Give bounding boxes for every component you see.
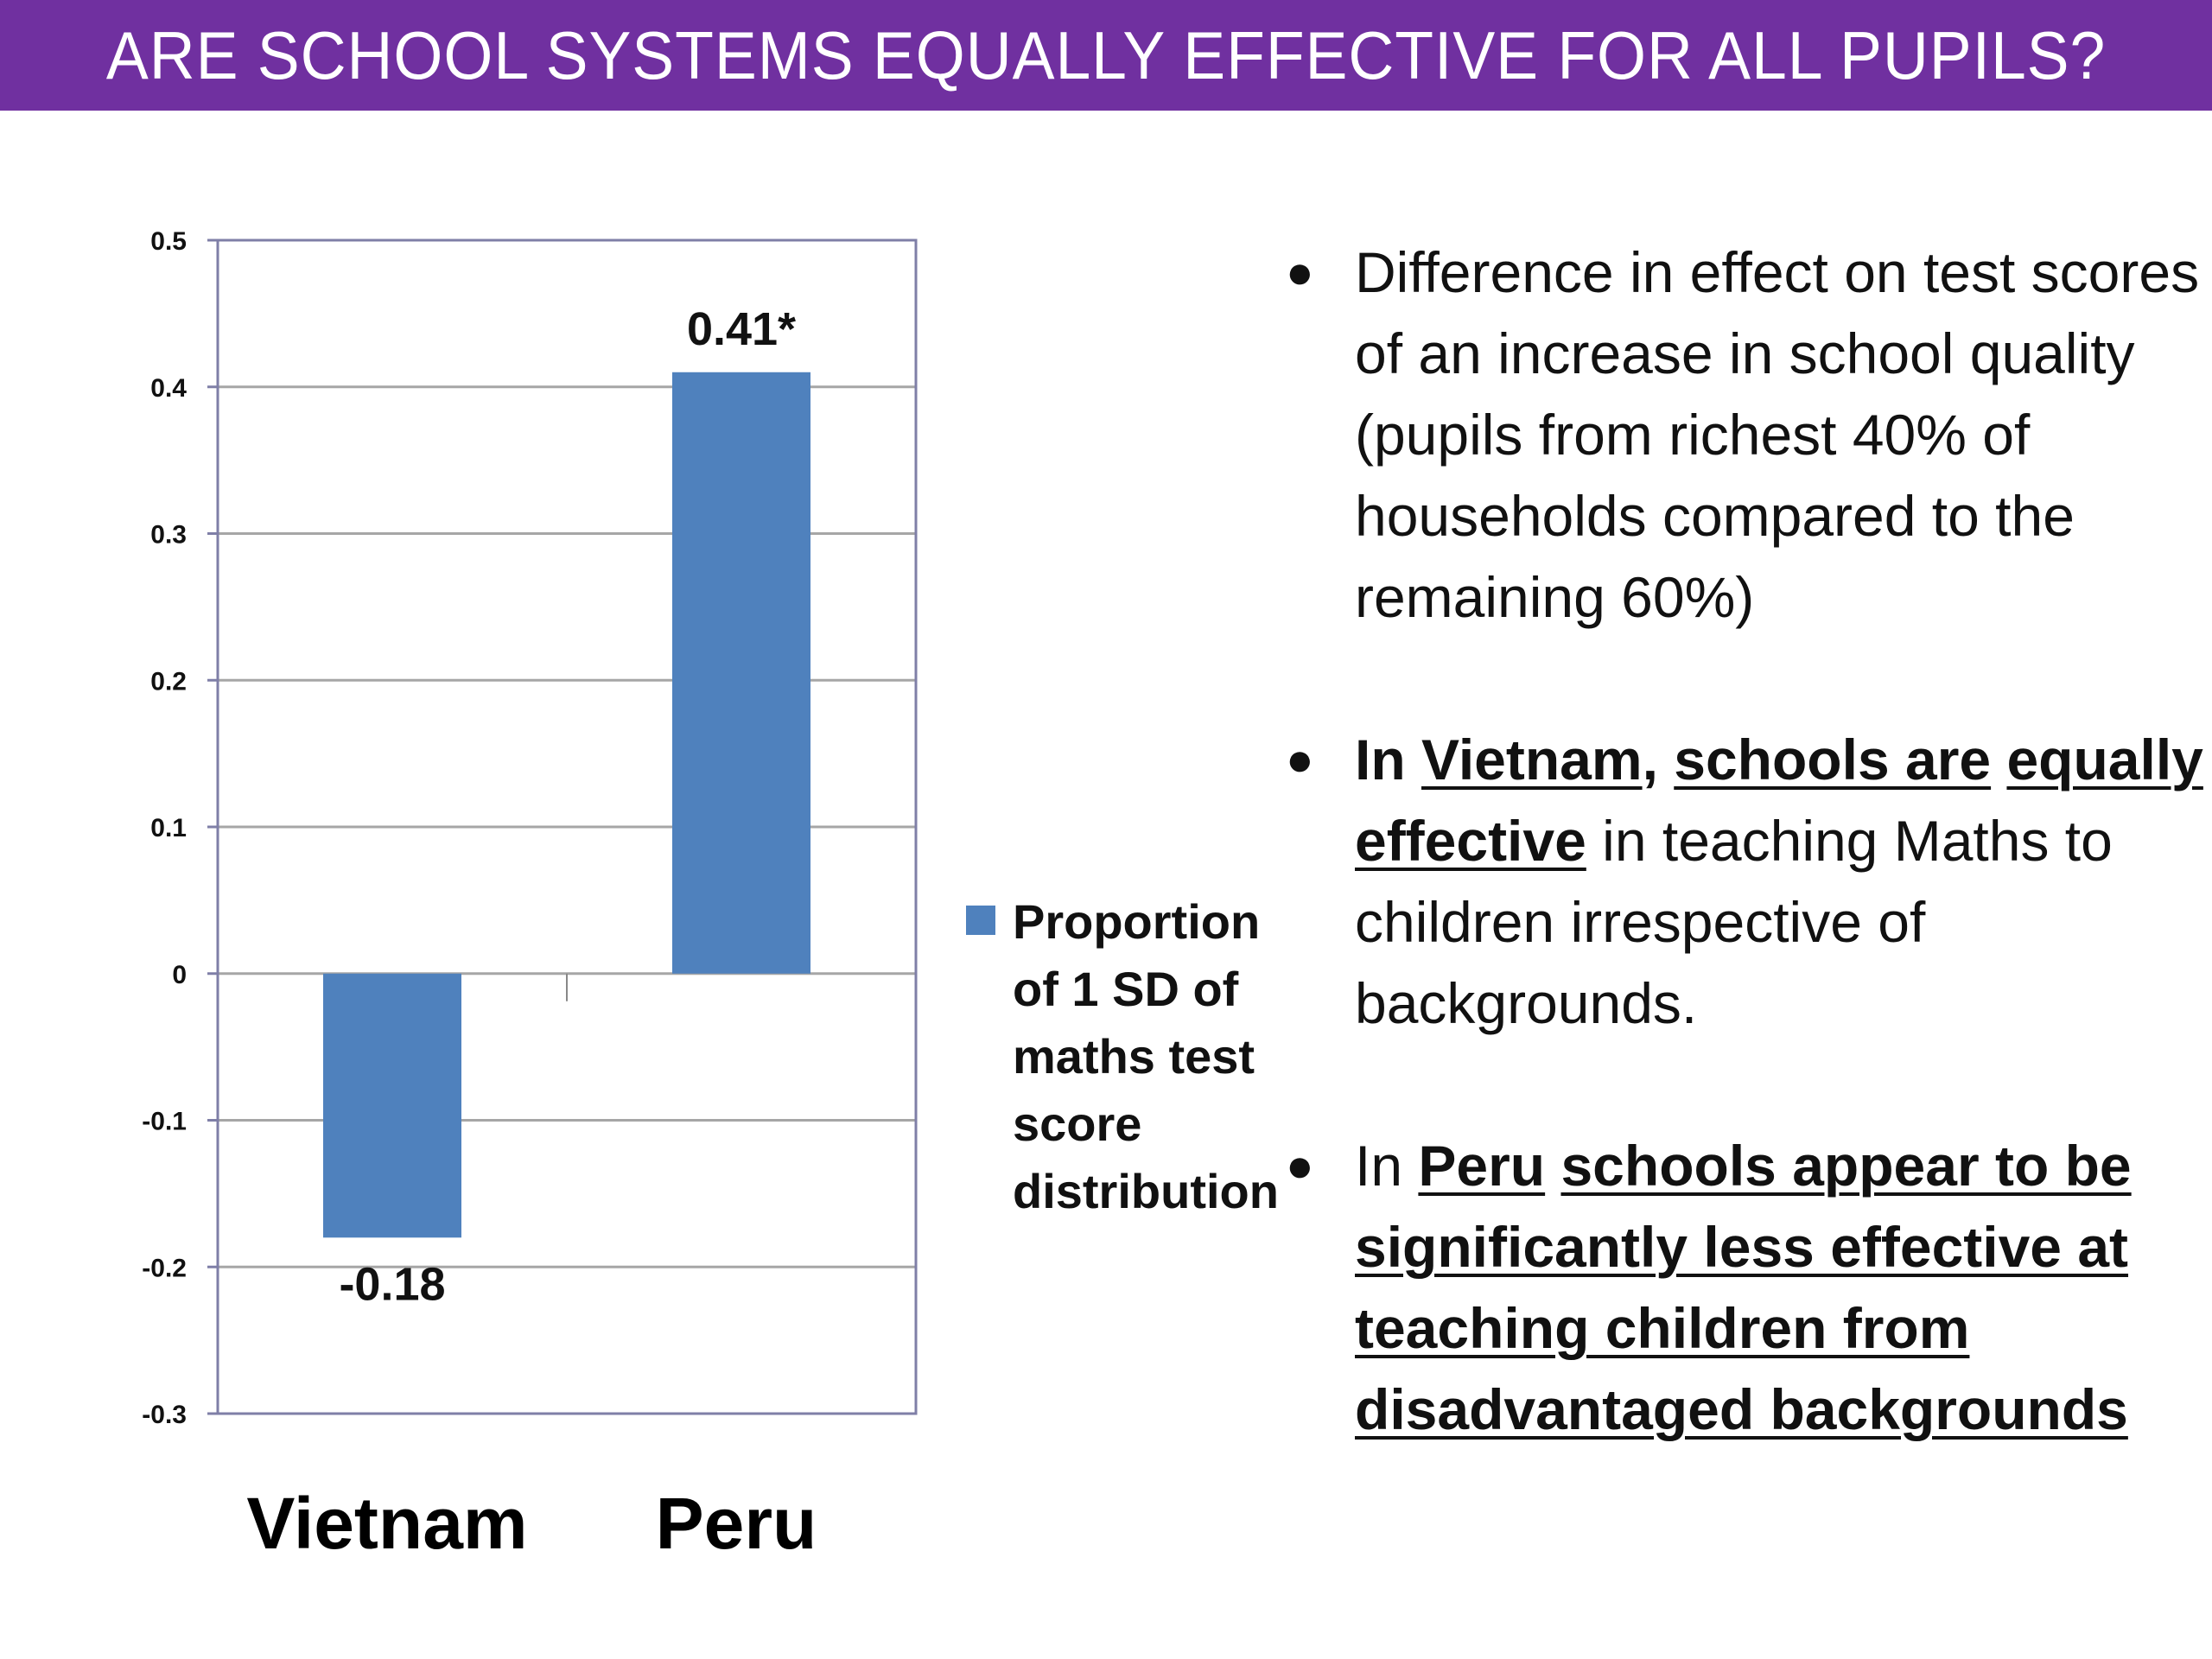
bullet-text-vietnam: Vietnam [1421,728,1643,791]
bullet-item-3: ● In Peru schools appear to be significa… [1270,1125,2203,1450]
data-label: -0.18 [339,1258,445,1310]
x-category-label: Peru [656,1483,817,1564]
bullet-text-equally-effective: equally effective [1355,728,2203,873]
bar-chart: 0.5 0.4 0.3 0.2 0.1 0 -0.1 -0.2 -0.3 -0.18 Vietnam… [142,227,918,1564]
y-tick-label: 0.5 [150,227,187,256]
title-bar: ARE SCHOOL SYSTEMS EQUALLY EFFECTIVE FOR… [0,0,2212,111]
bullet-text-comma: , [1642,728,1658,791]
bullet-item-1: ● Difference in effect on test scores of… [1270,232,2203,638]
y-tick-label: -0.1 [142,1108,187,1136]
x-category-label: Vietnam [246,1483,527,1564]
bullet-dot-icon: ● [1286,734,1314,785]
bullet-text-rest: schools appear to be significantly less … [1355,1134,2132,1441]
data-label: 0.41* [687,303,796,355]
y-tick-label: -0.2 [142,1254,187,1282]
bullet-text-in: In [1355,1134,1403,1198]
bullet-text-schools-are: schools are [1674,728,1992,791]
y-tick-label: 0.4 [150,374,187,403]
y-tick-label: 0.1 [150,814,187,842]
y-tick-label: 0.2 [150,667,187,696]
legend-label-line: of 1 SD of [1013,962,1239,1016]
bar-vietnam [323,973,461,1238]
y-tick-label: -0.3 [142,1401,187,1429]
bullet-list: ● Difference in effect on test scores of… [1270,232,2203,1450]
legend-label-line: distribution [1013,1164,1279,1218]
legend-label-line: maths test [1013,1029,1255,1084]
y-tick-label: 0 [172,961,187,989]
legend-label-line: score [1013,1096,1142,1151]
bar-peru [672,372,810,974]
bullet-dot-icon: ● [1286,246,1314,298]
bullet-text: Difference in effect on test scores of a… [1355,240,2200,629]
bullet-text-in: In [1355,728,1406,791]
bullet-dot-icon: ● [1286,1140,1314,1192]
bullet-item-2: ● In Vietnam, schools are equally effect… [1270,719,2203,1044]
legend-swatch [966,906,995,935]
bullet-text-rest: in teaching Maths to children irrespecti… [1355,809,2113,1035]
legend-label: Proportion of 1 SD of maths test score d… [1013,888,1298,1225]
page-title: ARE SCHOOL SYSTEMS EQUALLY EFFECTIVE FOR… [105,16,2107,93]
y-tick-label: 0.3 [150,521,187,550]
legend-label-line: Proportion [1013,894,1261,949]
bullet-text-peru: Peru [1418,1134,1546,1198]
plot-area-border [216,238,918,1415]
